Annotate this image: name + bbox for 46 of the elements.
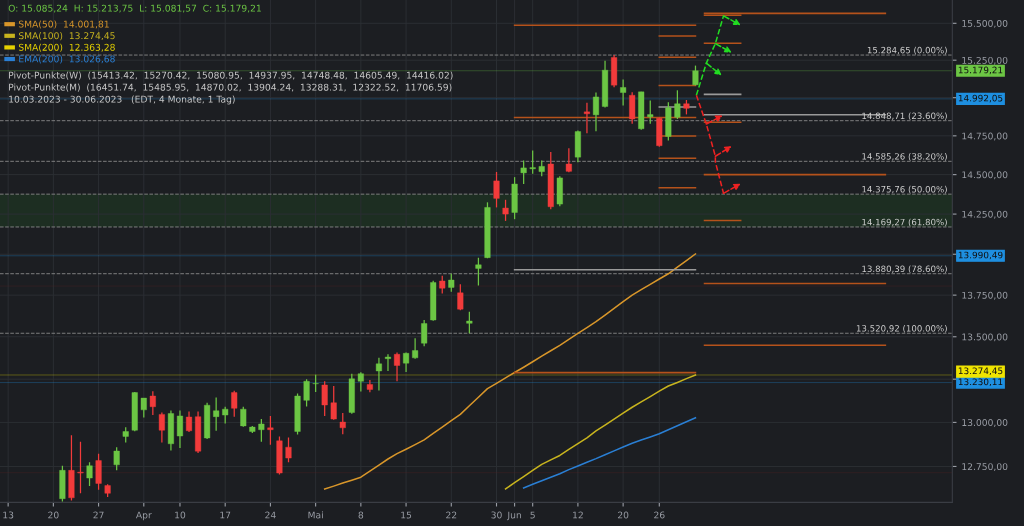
ref-line-label: 13.880,39 (78.60%) — [862, 265, 947, 274]
ref-line-label: 13.230,11 — [958, 378, 1003, 387]
ref-line-label: 14.585,26 (38.20%) — [862, 153, 947, 161]
x-tick-label: Jun — [506, 511, 521, 521]
y-tick-label: 15.250,00 — [962, 56, 1008, 65]
ref-line-label: 14.375,76 (50.00%) — [862, 185, 947, 194]
legend-label: SMA(200) 12.363,28 — [18, 43, 115, 52]
ref-line-label: 14.992,05 — [958, 94, 1003, 103]
ref-line-label: 13.990,49 — [958, 251, 1003, 260]
x-tick-label: 24 — [265, 511, 276, 519]
annotation: Pivot-Punkte(M) (16451.74, 15485.95, 14870.02, 13904.24, 13288.31, 12322.52, 11706.59) — [9, 83, 452, 92]
legend-label: SMA(100) 13.274,45 — [18, 32, 115, 41]
x-tick-label: 15 — [401, 511, 412, 519]
annotation: Pivot-Punkte(W) (15413.42, 15270.42, 15080.95, 14937.95, 14748.48, 14605.49, 14416.02) — [9, 71, 453, 80]
y-tick-label: 13.500,00 — [962, 333, 1008, 342]
ref-line-label: 14.169,27 (61.80%) — [862, 218, 947, 227]
y-tick-label: 14.250,00 — [962, 210, 1008, 219]
x-tick-label: 17 — [220, 511, 231, 519]
x-tick-label: 10 — [175, 511, 186, 519]
ref-line-label: 15.179,21 — [958, 66, 1003, 75]
x-tick-label: Mai — [308, 511, 323, 519]
ref-line-label: 14.848,71 (23.60%) — [862, 112, 947, 121]
x-tick-label: 8 — [358, 511, 364, 519]
annotation: 10.03.2023 - 30.06.2023 (EDT, 4 Monate, 1 Tag) — [9, 95, 235, 105]
x-tick-label: 30 — [491, 511, 502, 519]
x-tick-label: 12 — [573, 511, 583, 519]
y-tick-label: 13.750,00 — [962, 291, 1008, 300]
x-tick-label: Apr — [135, 511, 152, 521]
ref-line-label: 13.274,45 — [958, 367, 1003, 376]
x-tick-label: 27 — [93, 511, 104, 519]
legend-label: SMA(50) 14.001,81 — [18, 20, 109, 29]
ref-line-label: 15.284,65 (0.00%) — [867, 46, 947, 55]
y-tick-label: 14.750,00 — [962, 132, 1008, 141]
x-tick-label: 22 — [446, 511, 457, 519]
y-tick-label: 15.500,00 — [962, 19, 1008, 28]
chart-title: O: 15.085,24 H: 15.213,75 L: 15.081,57 C: 15.179,21 — [8, 4, 261, 13]
legend-label: EMA(200) 13.026,68 — [19, 55, 115, 64]
x-tick-label: 20 — [48, 511, 59, 519]
y-tick-label: 12.750,00 — [962, 463, 1008, 471]
x-tick-label: 20 — [617, 511, 629, 519]
x-tick-label: 26 — [654, 511, 665, 519]
x-tick-label: 13 — [3, 511, 14, 519]
y-tick-label: 13.000,00 — [962, 419, 1008, 427]
ref-line-label: 13.520,92 (100.00%) — [856, 324, 947, 333]
x-tick-label: 5 — [530, 511, 535, 519]
y-tick-label: 14.500,00 — [962, 171, 1008, 180]
